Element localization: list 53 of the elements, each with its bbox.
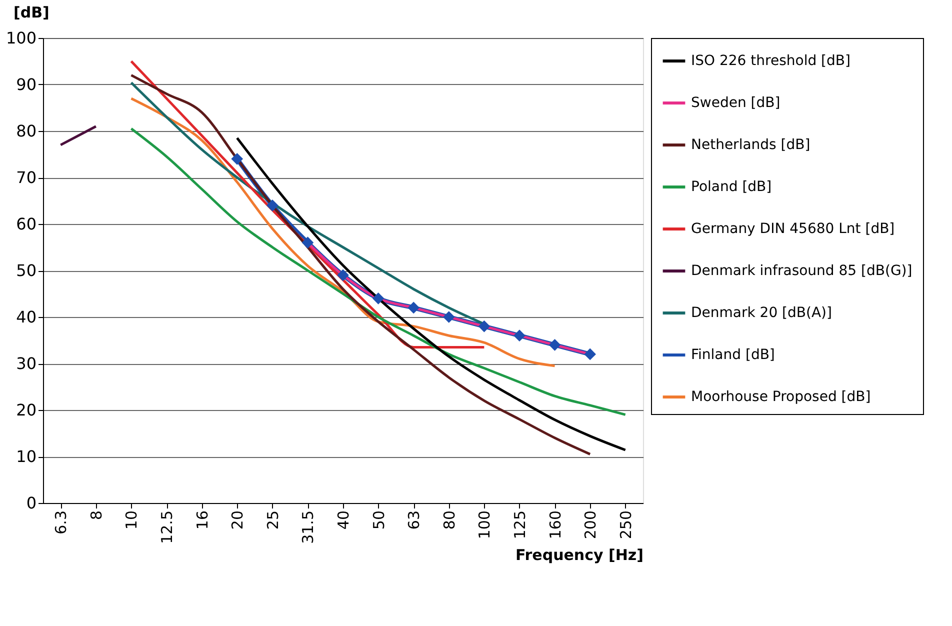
point [266,199,278,212]
x-tick-label: 50 [370,510,388,530]
legend-label: Moorhouse Proposed [dB] [691,389,871,405]
legend-label: ISO 226 threshold [dB] [691,53,850,69]
y-tick-label: 0 [26,494,36,512]
legend-label: Denmark 20 [dB(A)] [691,305,832,321]
point [302,236,314,249]
y-tick-label: 100 [6,28,36,48]
point [337,269,349,282]
x-tick-label: 6.3 [52,510,70,534]
line-series [130,74,592,456]
x-tick-label: 63 [405,510,424,530]
y-tick-label: 80 [16,122,36,140]
line-series [130,127,627,416]
x-tick-label: 125 [510,510,529,540]
point [548,338,561,351]
y-tick-label: 90 [16,75,36,94]
x-tick-label: 12.5 [158,510,176,544]
x-tick-label: 31.5 [299,510,318,544]
x-tick-label: 100 [476,510,494,540]
legend-label: Netherlands [dB] [691,137,810,153]
legend-label: Finland [dB] [691,347,775,363]
x-tick-label: 160 [546,510,564,540]
x-tick-label: 250 [616,510,635,540]
point [231,152,244,165]
x-tick-label: 8 [87,510,106,520]
y-tick-label: 30 [16,354,36,373]
x-tick-label: 16 [193,510,212,530]
y-tick-label: 40 [16,308,36,326]
x-tick-label: 20 [228,510,247,530]
x-tick-label: 80 [440,510,458,530]
y-tick-label: 10 [16,447,36,466]
y-tick-label: 60 [16,214,36,234]
point [442,311,455,323]
point [514,330,526,342]
legend-label: Denmark infrasound 85 [dB(G)] [691,263,912,279]
x-tick-label: 25 [264,510,282,530]
point [408,302,420,314]
point [372,292,384,304]
point [478,320,490,332]
y-tick-label: 70 [16,168,36,187]
legend-label: Germany DIN 45680 Lnt [dB] [691,221,895,237]
x-tick-label: 10 [122,510,141,530]
point [584,348,596,360]
y-tick-label: 50 [16,261,36,280]
x-axis-title: Frequency [Hz] [515,546,644,564]
x-tick-label: 40 [334,510,352,530]
x-tick-label: 200 [582,510,600,540]
line-series [236,136,627,452]
y-tick-label: 20 [16,400,36,420]
y-axis-title: [dB] [14,4,50,22]
legend-label: Poland [dB] [691,179,772,195]
legend-label: Sweden [dB] [691,95,780,111]
